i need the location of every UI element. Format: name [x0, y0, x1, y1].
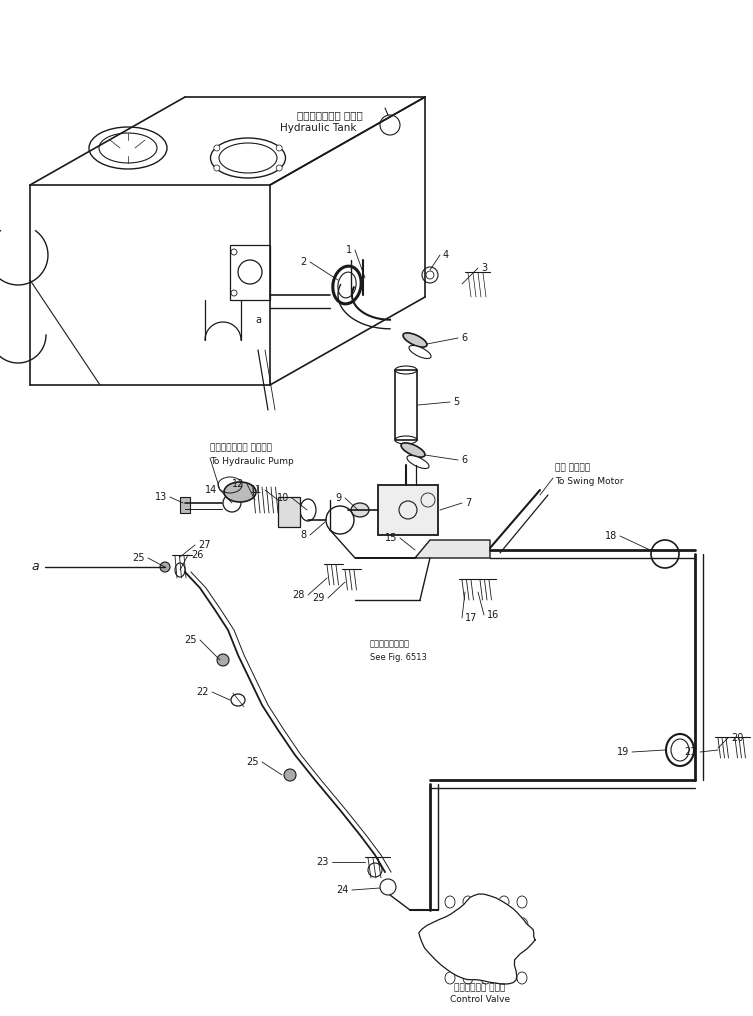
- Text: See Fig. 6513: See Fig. 6513: [370, 652, 427, 661]
- Ellipse shape: [409, 345, 431, 359]
- Polygon shape: [355, 539, 490, 558]
- Text: 25: 25: [133, 553, 145, 563]
- Text: a: a: [31, 561, 39, 573]
- Bar: [448, 939, 462, 951]
- Text: 7: 7: [465, 498, 471, 508]
- Text: 18: 18: [605, 531, 617, 541]
- Text: 13: 13: [155, 492, 167, 502]
- Text: 19: 19: [617, 747, 629, 757]
- Ellipse shape: [217, 654, 229, 666]
- Text: Control Valve: Control Valve: [450, 996, 510, 1005]
- Text: 17: 17: [465, 613, 477, 623]
- Text: 9: 9: [336, 493, 342, 503]
- Text: 3: 3: [481, 263, 487, 273]
- Bar: [180, 497, 190, 513]
- Text: 26: 26: [191, 550, 203, 560]
- Text: To Swing Motor: To Swing Motor: [555, 477, 623, 486]
- Text: 8: 8: [301, 530, 307, 539]
- Bar: [230, 245, 270, 300]
- Text: 5: 5: [453, 397, 459, 407]
- Text: 2: 2: [300, 257, 307, 267]
- Ellipse shape: [351, 503, 369, 517]
- Text: 6: 6: [461, 333, 467, 343]
- Text: 23: 23: [316, 858, 329, 867]
- Bar: [395, 370, 417, 440]
- Text: a: a: [255, 315, 261, 325]
- Text: 29: 29: [312, 593, 325, 604]
- Circle shape: [214, 145, 220, 151]
- Ellipse shape: [160, 562, 170, 572]
- Text: 第６５１３図参照: 第６５１３図参照: [370, 639, 410, 648]
- Text: 21: 21: [684, 747, 697, 757]
- Text: 20: 20: [731, 733, 743, 743]
- Ellipse shape: [338, 272, 356, 298]
- Ellipse shape: [407, 455, 429, 468]
- Text: 12: 12: [232, 479, 244, 489]
- Text: 25: 25: [246, 757, 259, 767]
- Text: 11: 11: [250, 485, 262, 495]
- Text: 25: 25: [184, 635, 197, 645]
- Bar: [278, 497, 300, 527]
- Text: 14: 14: [205, 485, 217, 495]
- Text: Hydraulic Tank: Hydraulic Tank: [280, 123, 356, 133]
- Ellipse shape: [671, 739, 689, 761]
- Text: 24: 24: [337, 885, 349, 895]
- Text: コントロール バルブ: コントロール バルブ: [454, 983, 505, 993]
- Text: 10: 10: [277, 493, 289, 503]
- Ellipse shape: [224, 482, 256, 502]
- Text: 6: 6: [461, 455, 467, 465]
- Text: ハイドロリック タンク: ハイドロリック タンク: [297, 110, 363, 120]
- Text: 16: 16: [487, 610, 499, 620]
- Polygon shape: [419, 894, 535, 985]
- Ellipse shape: [333, 266, 361, 304]
- Text: 旋回 モータへ: 旋回 モータへ: [555, 463, 590, 472]
- Circle shape: [276, 145, 282, 151]
- Text: 1: 1: [346, 245, 352, 255]
- Ellipse shape: [284, 769, 296, 781]
- Bar: [378, 485, 438, 535]
- Ellipse shape: [666, 734, 694, 766]
- Text: 4: 4: [443, 250, 449, 260]
- Circle shape: [214, 165, 220, 171]
- Text: To Hydraulic Pump: To Hydraulic Pump: [210, 456, 294, 465]
- Ellipse shape: [403, 333, 427, 347]
- Text: 15: 15: [385, 533, 397, 543]
- Bar: [488, 939, 502, 951]
- Text: ハイドロリック ポンプへ: ハイドロリック ポンプへ: [210, 444, 272, 452]
- Text: 22: 22: [197, 687, 209, 697]
- Text: 28: 28: [293, 590, 305, 600]
- Text: 27: 27: [198, 539, 211, 550]
- Bar: [468, 939, 482, 951]
- Circle shape: [276, 165, 282, 171]
- Bar: [508, 939, 522, 951]
- Ellipse shape: [401, 443, 425, 457]
